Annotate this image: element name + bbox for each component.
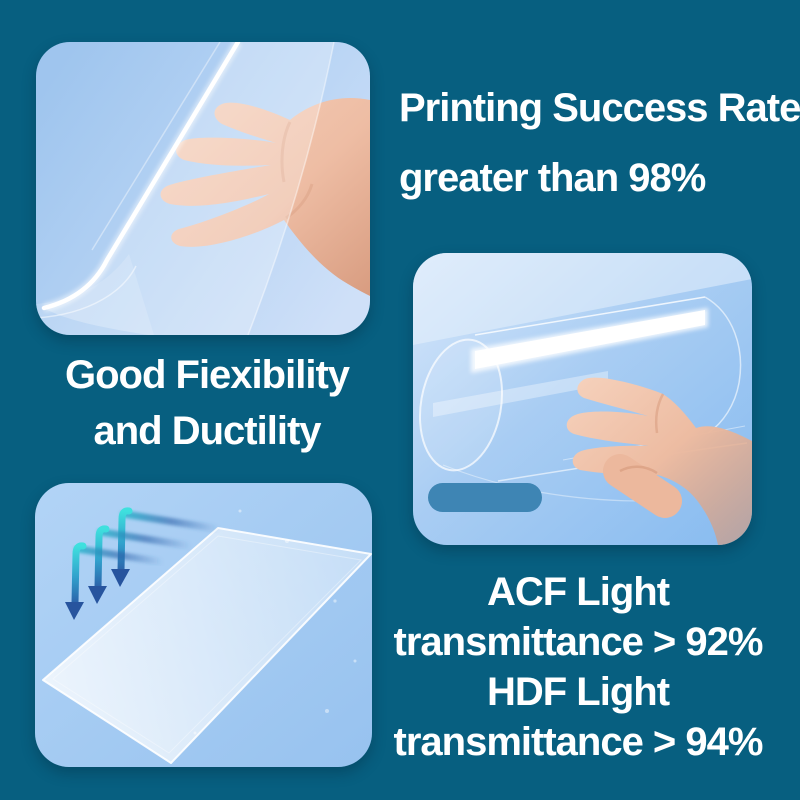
film-inner-edge [91, 42, 221, 251]
film-fold-illustration [36, 42, 370, 335]
film-sheet-overlay [44, 42, 334, 335]
stat-hdf-transmittance-value: transmittance > 94% [393, 720, 764, 764]
thumb [603, 454, 682, 518]
stat-acf-transmittance-value: transmittance > 92% [393, 620, 764, 664]
transparent-sheet [42, 527, 372, 764]
film-fold-highlight [41, 42, 241, 311]
film-curl-underside [36, 254, 154, 335]
press-arrow-icon-3 [65, 542, 167, 620]
film-roll-illustration [413, 253, 752, 545]
photo2-light-band [413, 253, 752, 345]
headline-success-rate-line2: greater than 98% [399, 156, 706, 200]
film-highlight-band [475, 310, 705, 369]
pill-badge [428, 483, 542, 512]
press-arrow-icon-1 [111, 507, 223, 587]
caption-flexibility-line2: and Ductility [93, 409, 321, 453]
film-sheet-illustration [35, 483, 372, 767]
photo-film-roll [413, 253, 752, 545]
photo-film-fold [36, 42, 370, 335]
film-right-edge [247, 42, 335, 335]
caption-flexibility-line1: Good Fiexibility [64, 353, 350, 397]
rolled-film [418, 296, 748, 502]
pinching-hand [566, 377, 752, 545]
headline-success-rate-line1: Printing Success Rate [399, 86, 800, 130]
photo-film-sheet [35, 483, 372, 767]
stat-acf-light-label: ACF Light [486, 570, 670, 614]
open-hand [160, 98, 370, 296]
stat-hdf-light-label: HDF Light [486, 670, 670, 714]
press-arrow-icon-2 [88, 525, 195, 604]
